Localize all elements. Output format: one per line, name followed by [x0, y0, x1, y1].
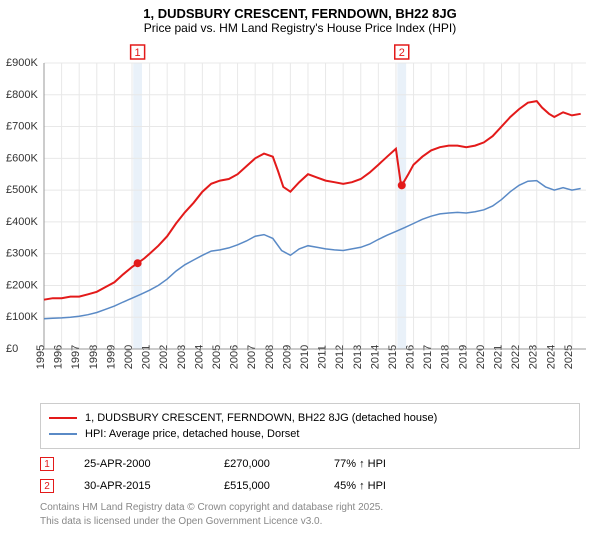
svg-text:£200K: £200K	[6, 279, 38, 291]
svg-text:2015: 2015	[387, 345, 399, 369]
svg-text:2025: 2025	[563, 345, 575, 369]
footer: Contains HM Land Registry data © Crown c…	[40, 501, 594, 528]
svg-text:£300K: £300K	[6, 248, 38, 260]
legend-label: 1, DUDSBURY CRESCENT, FERNDOWN, BH22 8JG…	[85, 412, 437, 424]
svg-text:2013: 2013	[352, 345, 364, 369]
svg-text:2019: 2019	[457, 345, 469, 369]
marker-row-2: 2 30-APR-2015 £515,000 45% ↑ HPI	[40, 475, 580, 497]
svg-text:2016: 2016	[405, 345, 417, 369]
legend-swatch	[49, 433, 77, 435]
svg-text:2006: 2006	[229, 345, 241, 369]
svg-text:£900K: £900K	[6, 57, 38, 69]
svg-text:1999: 1999	[105, 345, 117, 369]
svg-text:£100K: £100K	[6, 311, 38, 323]
marker-box-icon: 2	[40, 479, 54, 493]
footer-line2: This data is licensed under the Open Gov…	[40, 515, 594, 529]
svg-text:1: 1	[135, 47, 141, 59]
svg-text:2009: 2009	[281, 345, 293, 369]
svg-text:£600K: £600K	[6, 152, 38, 164]
svg-text:2004: 2004	[193, 345, 205, 369]
chart-svg: £0 £100K £200K £300K £400K £500K £600K £700K £80…	[6, 39, 594, 399]
svg-text:2020: 2020	[475, 345, 487, 369]
svg-text:2023: 2023	[528, 345, 540, 369]
svg-text:2005: 2005	[211, 345, 223, 369]
svg-text:2008: 2008	[264, 345, 276, 369]
svg-text:2022: 2022	[510, 345, 522, 369]
svg-text:1997: 1997	[70, 345, 82, 369]
svg-text:2001: 2001	[141, 345, 153, 369]
svg-text:2014: 2014	[369, 345, 381, 369]
legend-label: HPI: Average price, detached house, Dors…	[85, 428, 299, 440]
marker-price: £515,000	[224, 480, 304, 492]
svg-text:2018: 2018	[440, 345, 452, 369]
legend-item-hpi: HPI: Average price, detached house, Dors…	[49, 426, 571, 442]
chart-title: 1, DUDSBURY CRESCENT, FERNDOWN, BH22 8JG…	[6, 6, 594, 35]
svg-text:2017: 2017	[422, 345, 434, 369]
svg-text:2: 2	[399, 47, 405, 59]
svg-text:2012: 2012	[334, 345, 346, 369]
svg-text:2021: 2021	[493, 345, 505, 369]
marker-date: 30-APR-2015	[84, 480, 194, 492]
chart-container: 1, DUDSBURY CRESCENT, FERNDOWN, BH22 8JG…	[6, 6, 594, 528]
svg-text:2002: 2002	[158, 345, 170, 369]
marker-row-1: 1 25-APR-2000 £270,000 77% ↑ HPI	[40, 453, 580, 475]
svg-text:1996: 1996	[53, 345, 65, 369]
marker-table: 1 25-APR-2000 £270,000 77% ↑ HPI 2 30-AP…	[40, 453, 580, 497]
marker-pct: 77% ↑ HPI	[334, 458, 414, 470]
legend: 1, DUDSBURY CRESCENT, FERNDOWN, BH22 8JG…	[40, 403, 580, 449]
title-line1: 1, DUDSBURY CRESCENT, FERNDOWN, BH22 8JG	[6, 6, 594, 21]
marker-box-icon: 1	[40, 457, 54, 471]
svg-text:2024: 2024	[545, 345, 557, 369]
legend-item-price-paid: 1, DUDSBURY CRESCENT, FERNDOWN, BH22 8JG…	[49, 410, 571, 426]
marker-price: £270,000	[224, 458, 304, 470]
title-line2: Price paid vs. HM Land Registry's House …	[6, 21, 594, 35]
svg-text:1995: 1995	[35, 345, 47, 369]
svg-text:2007: 2007	[246, 345, 258, 369]
svg-text:2010: 2010	[299, 345, 311, 369]
svg-text:2003: 2003	[176, 345, 188, 369]
svg-text:£800K: £800K	[6, 89, 38, 101]
marker-pct: 45% ↑ HPI	[334, 480, 414, 492]
svg-text:2000: 2000	[123, 345, 135, 369]
plot-area: £0 £100K £200K £300K £400K £500K £600K £700K £80…	[6, 39, 594, 399]
svg-text:£0: £0	[6, 343, 18, 355]
svg-text:£700K: £700K	[6, 121, 38, 133]
svg-text:£500K: £500K	[6, 184, 38, 196]
footer-line1: Contains HM Land Registry data © Crown c…	[40, 501, 594, 515]
legend-swatch	[49, 417, 77, 419]
marker-date: 25-APR-2000	[84, 458, 194, 470]
svg-text:1998: 1998	[88, 345, 100, 369]
svg-text:£400K: £400K	[6, 216, 38, 228]
